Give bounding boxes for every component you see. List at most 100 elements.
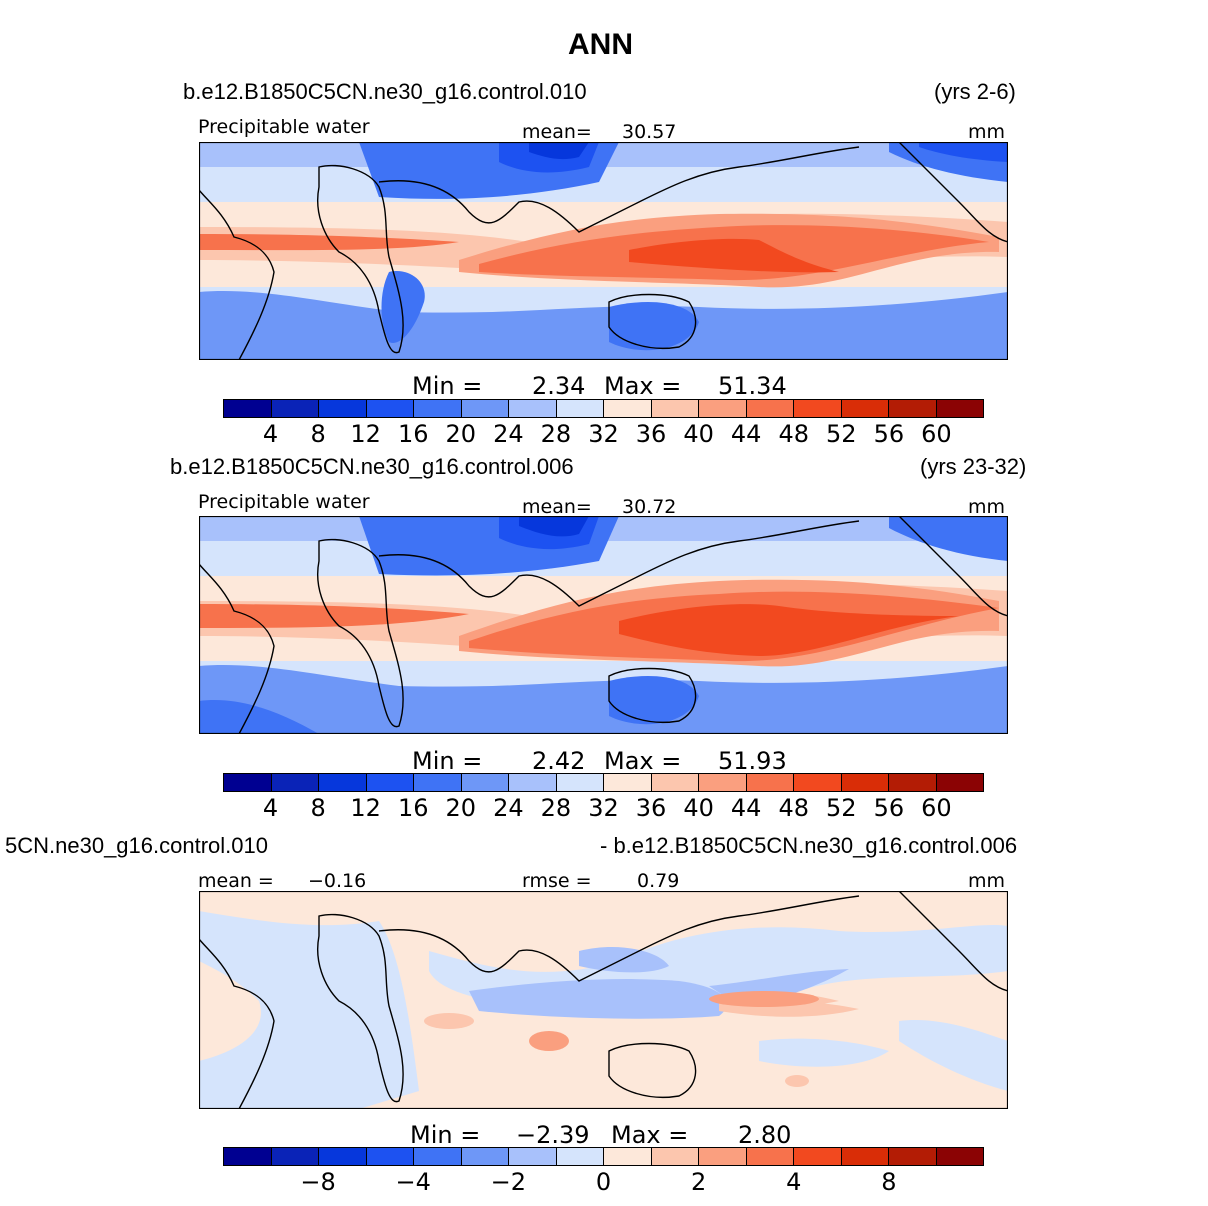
colorbar-tick-label: 56 xyxy=(873,420,905,448)
colorbar-tick-label: 4 xyxy=(262,794,279,822)
colorbar-tick-label: −2 xyxy=(490,1168,527,1196)
colorbar-swatch xyxy=(319,774,367,791)
panel1-mean-label: mean= xyxy=(522,121,592,143)
panel2-colorbar xyxy=(223,773,984,792)
colorbar-tick-label: 56 xyxy=(873,794,905,822)
colorbar-tick-label: 0 xyxy=(595,1168,612,1196)
panel1-variable: Precipitable water xyxy=(198,116,370,138)
panel3-max-label: Max = xyxy=(611,1121,689,1149)
panel3-min-label: Min = xyxy=(410,1121,481,1149)
colorbar-tick-label: 20 xyxy=(445,420,477,448)
panel2-min-label: Min = xyxy=(412,747,483,775)
colorbar-swatch xyxy=(746,400,794,417)
colorbar-tick-label: 24 xyxy=(493,794,524,822)
colorbar-tick-label: 60 xyxy=(921,420,952,448)
colorbar-swatch xyxy=(841,400,889,417)
colorbar-swatch xyxy=(366,1148,414,1165)
colorbar-tick-label: 8 xyxy=(881,1168,897,1196)
colorbar-tick-label: 52 xyxy=(826,420,857,448)
colorbar-tick-label: 32 xyxy=(588,794,619,822)
colorbar-swatch xyxy=(699,774,747,791)
colorbar-tick-label: 24 xyxy=(493,420,524,448)
colorbar-swatch xyxy=(794,774,842,791)
panel1-precipitable-water-map xyxy=(199,142,1008,360)
colorbar-swatch xyxy=(556,400,604,417)
panel2-variable: Precipitable water xyxy=(198,491,370,513)
colorbar-tick-label: −4 xyxy=(395,1168,431,1196)
colorbar-swatch xyxy=(699,1148,747,1165)
panel3-max-value: 2.80 xyxy=(738,1121,792,1149)
colorbar-tick-label: 40 xyxy=(683,420,714,448)
colorbar-swatch xyxy=(651,774,699,791)
colorbar-swatch xyxy=(746,774,794,791)
panel3-mean-value: −0.16 xyxy=(308,870,367,892)
colorbar-swatch xyxy=(414,774,462,791)
panel2-case-name: b.e12.B1850C5CN.ne30_g16.control.006 xyxy=(170,454,574,479)
colorbar-swatch xyxy=(936,400,983,417)
colorbar-tick-label: 60 xyxy=(921,794,952,822)
colorbar-swatch xyxy=(414,400,462,417)
colorbar-swatch xyxy=(651,400,699,417)
colorbar-swatch xyxy=(461,400,509,417)
panel1-max-value: 51.34 xyxy=(718,372,787,400)
colorbar-swatch xyxy=(889,1148,937,1165)
colorbar-tick-label: 20 xyxy=(445,794,477,822)
panel3-case-right: - b.e12.B1850C5CN.ne30_g16.control.006 xyxy=(600,833,1018,858)
colorbar-tick-label: 4 xyxy=(262,420,279,448)
colorbar-tick-label: 48 xyxy=(778,794,810,822)
colorbar-swatch xyxy=(556,774,604,791)
colorbar-swatch xyxy=(746,1148,794,1165)
panel2-max-label: Max = xyxy=(604,747,682,775)
panel1-max-label: Max = xyxy=(604,372,682,400)
panel1-units: mm xyxy=(968,121,1006,143)
panel3-case-left: 5CN.ne30_g16.control.010 xyxy=(5,833,268,858)
colorbar-swatch xyxy=(366,400,414,417)
colorbar-tick-label: 8 xyxy=(310,420,326,448)
colorbar-tick-label: 2 xyxy=(690,1168,707,1196)
colorbar-tick-label: 44 xyxy=(730,420,762,448)
colorbar-swatch xyxy=(651,1148,699,1165)
colorbar-tick-label: 52 xyxy=(826,794,857,822)
panel2-max-value: 51.93 xyxy=(718,747,787,775)
colorbar-swatch xyxy=(936,1148,983,1165)
panel2-mean-value: 30.72 xyxy=(622,496,677,518)
colorbar-tick-label: −8 xyxy=(300,1168,336,1196)
panel2-min-value: 2.42 xyxy=(532,747,586,775)
panel1-min-value: 2.34 xyxy=(532,372,586,400)
colorbar-swatch xyxy=(699,400,747,417)
colorbar-swatch xyxy=(889,400,937,417)
panel2-precipitable-water-map xyxy=(199,516,1008,734)
panel3-rmse-value: 0.79 xyxy=(637,870,680,892)
colorbar-swatch xyxy=(604,400,652,417)
panel2-coastlines xyxy=(199,516,1008,734)
panel3-mean-label: mean = xyxy=(198,870,274,892)
colorbar-swatch xyxy=(366,774,414,791)
colorbar-tick-label: 40 xyxy=(683,794,714,822)
colorbar-tick-label: 12 xyxy=(350,794,381,822)
panel1-mean-value: 30.57 xyxy=(622,121,677,143)
colorbar-tick-label: 4 xyxy=(786,1168,802,1196)
colorbar-swatch xyxy=(224,400,272,417)
panel3-colorbar xyxy=(223,1147,984,1166)
colorbar-swatch xyxy=(271,774,319,791)
panel1-min-label: Min = xyxy=(412,372,483,400)
panel2-mean-label: mean= xyxy=(522,496,592,518)
colorbar-swatch xyxy=(794,400,842,417)
colorbar-swatch xyxy=(604,774,652,791)
colorbar-swatch xyxy=(271,400,319,417)
colorbar-tick-label: 36 xyxy=(635,794,667,822)
panel3-difference-map xyxy=(199,891,1008,1109)
colorbar-swatch xyxy=(414,1148,462,1165)
colorbar-swatch xyxy=(319,400,367,417)
panel2-years: (yrs 23-32) xyxy=(920,454,1027,479)
colorbar-swatch xyxy=(509,400,557,417)
panel1-coastlines xyxy=(199,142,1008,360)
panel1-colorbar xyxy=(223,399,984,418)
colorbar-swatch xyxy=(461,1148,509,1165)
panel1-years: (yrs 2-6) xyxy=(934,79,1016,104)
colorbar-tick-label: 12 xyxy=(350,420,381,448)
colorbar-swatch xyxy=(461,774,509,791)
colorbar-tick-label: 28 xyxy=(540,794,572,822)
figure-title: ANN xyxy=(568,28,633,61)
colorbar-swatch xyxy=(794,1148,842,1165)
